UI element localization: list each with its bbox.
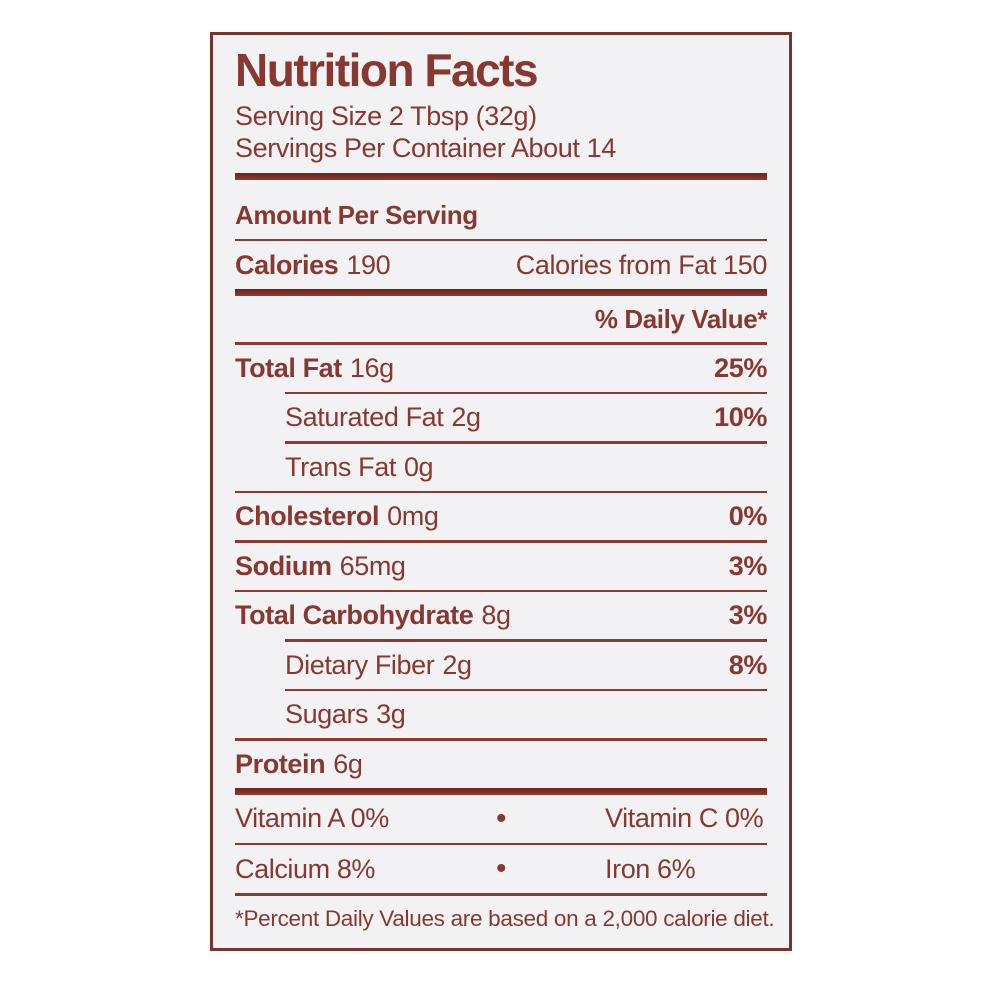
calories-row: Calories 190 Calories from Fat 150	[235, 241, 767, 289]
rule-after-sugars	[235, 738, 767, 741]
nutrient-row-dietary-fiber: Dietary Fiber 2g 8%	[235, 642, 767, 689]
nutrient-amount: 65mg	[339, 550, 406, 581]
nutrient-name: Total Carbohydrate	[235, 600, 474, 631]
nutrient-dv: 25%	[714, 352, 767, 383]
vitamin-row-1: Vitamin A 0% • Vitamin C 0%	[235, 795, 767, 843]
rule-after-total-carbohydrate	[285, 639, 767, 642]
nutrient-dv: 3%	[728, 550, 768, 581]
calories-left: Calories 190	[235, 249, 391, 281]
header-thick-rule	[235, 172, 767, 180]
rule-after-vitamins	[235, 842, 767, 846]
calories-value: 190	[346, 249, 391, 280]
nutrient-dv: 3%	[728, 600, 768, 631]
nutrient-amount: 0mg	[387, 501, 439, 532]
nutrient-name: Saturated Fat	[285, 402, 444, 433]
nutrient-row-sodium: Sodium 65mg 3%	[235, 543, 767, 590]
rule-after-dietary-fiber	[285, 688, 767, 692]
calories-thick-rule	[235, 289, 767, 297]
vitamin-a-value: Vitamin A 0%	[235, 803, 389, 834]
amount-per-serving-heading: Amount Per Serving	[235, 199, 478, 230]
nutrient-name: Total Fat	[235, 352, 342, 383]
calories-label: Calories	[235, 249, 339, 280]
nutrient-amount: 3g	[376, 699, 406, 730]
vitamin-row-2: Calcium 8% • Iron 6%	[235, 845, 767, 893]
daily-value-header-row: % Daily Value*	[235, 296, 768, 342]
nutrient-row-total-carbohydrate: Total Carbohydrate 8g 3%	[235, 592, 767, 639]
nutrient-dv: 8%	[728, 649, 768, 680]
calcium-value: Calcium 8%	[235, 853, 376, 884]
nutrient-amount: 8g	[481, 600, 511, 631]
nutrient-name: Dietary Fiber	[285, 649, 435, 680]
nutrient-name: Sugars	[285, 699, 369, 730]
rule-under-amount	[235, 238, 767, 242]
daily-value-header: % Daily Value*	[594, 303, 768, 334]
nutrient-amount: 2g	[451, 402, 481, 433]
nutrient-amount: 6g	[333, 748, 363, 779]
nutrient-dv: 0%	[728, 501, 768, 532]
nutrient-amount: 0g	[403, 451, 434, 482]
rule-after-trans-fat	[235, 490, 767, 494]
nutrient-row-saturated-fat: Saturated Fat 2g 10%	[235, 394, 767, 441]
protein-thick-rule	[235, 787, 767, 795]
bullet-separator-icon: •	[495, 801, 507, 835]
rule-after-cholesterol	[235, 540, 767, 543]
nutrient-name: Trans Fat	[285, 451, 396, 482]
rule-after-saturated-fat	[285, 441, 767, 444]
rule-under-daily-value	[235, 342, 767, 345]
nutrient-name: Sodium	[235, 550, 332, 581]
nutrient-row-sugars: Sugars 3g	[235, 691, 767, 738]
iron-value: Iron 6%	[605, 853, 696, 884]
nutrient-name: Protein	[235, 748, 326, 779]
daily-values-footnote: *Percent Daily Values are based on a 2,0…	[235, 905, 775, 931]
rule-after-total-fat	[285, 391, 767, 395]
nutrient-dv: 10%	[714, 402, 767, 433]
nutrient-row-total-fat: Total Fat 16g 25%	[235, 345, 767, 392]
nutrient-name: Cholesterol	[235, 501, 380, 532]
nutrient-amount: 2g	[442, 649, 472, 680]
rule-after-minerals	[235, 893, 767, 896]
nutrient-row-cholesterol: Cholesterol 0mg 0%	[235, 493, 767, 540]
nutrient-amount: 16g	[349, 352, 394, 383]
nutrient-row-trans-fat: Trans Fat 0g	[235, 444, 767, 491]
nutrition-facts-title: Nutrition Facts	[235, 44, 539, 96]
serving-size-text: Serving Size 2 Tbsp (32g)	[235, 100, 537, 131]
bullet-separator-icon: •	[495, 852, 507, 886]
rule-after-sodium	[235, 589, 767, 593]
nutrition-facts-panel: Nutrition Facts Serving Size 2 Tbsp (32g…	[210, 32, 792, 951]
calories-from-fat: Calories from Fat 150	[515, 249, 768, 280]
vitamin-c-value: Vitamin C 0%	[605, 803, 764, 834]
nutrient-row-protein: Protein 6g	[235, 741, 767, 788]
servings-per-container-text: Servings Per Container About 14	[235, 132, 616, 163]
